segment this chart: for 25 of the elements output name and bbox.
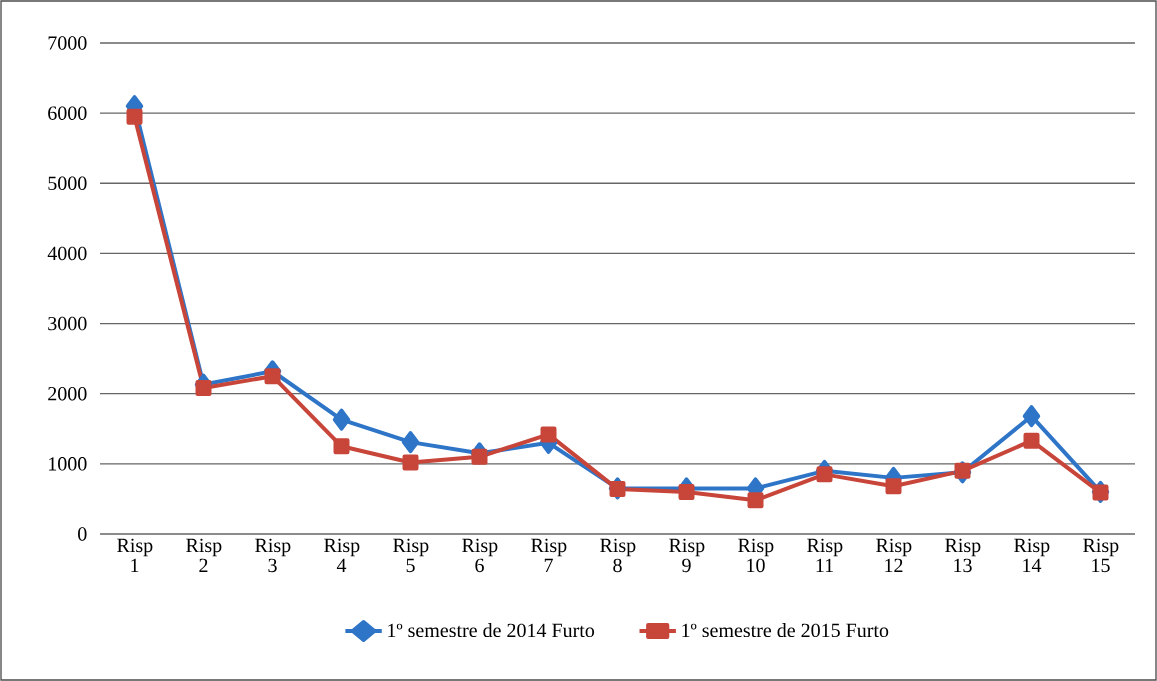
x-tick-label: Risp 15 — [1083, 538, 1119, 573]
y-tick-label: 0 — [78, 527, 87, 541]
y-tick-label: 7000 — [48, 36, 87, 50]
x-tick-label: Risp 9 — [669, 538, 705, 573]
x-tick-label: Risp 2 — [186, 538, 222, 572]
x-tick-label: Risp 11 — [807, 538, 843, 572]
x-tick-label: Risp 4 — [324, 538, 360, 572]
y-tick-label: 4000 — [47, 246, 87, 261]
y-tick-label: 5000 — [48, 176, 87, 191]
y-tick-label: 3000 — [48, 316, 87, 331]
x-tick-label: Risp 13 — [945, 538, 981, 573]
x-tick-label: Risp 1 — [117, 538, 153, 572]
y-tick-label: 1000 — [49, 457, 87, 471]
legend-label: 1º semestre de 2015 Furto — [682, 623, 889, 638]
x-tick-label: Risp 14 — [1014, 538, 1050, 572]
x-tick-label: Risp 3 — [255, 538, 291, 573]
y-tick-label: 6000 — [48, 106, 87, 120]
x-tick-label: Risp 12 — [876, 538, 912, 572]
y-tick-label: 2000 — [48, 386, 87, 401]
x-tick-label: Risp 8 — [600, 538, 636, 573]
legend-label: 1º semestre de 2014 Furto — [388, 623, 595, 638]
x-tick-label: Risp 7 — [531, 538, 567, 572]
x-tick-label: Risp 10 — [738, 538, 774, 573]
x-tick-label: Risp 5 — [393, 538, 429, 573]
x-tick-label: Risp 6 — [462, 538, 498, 573]
